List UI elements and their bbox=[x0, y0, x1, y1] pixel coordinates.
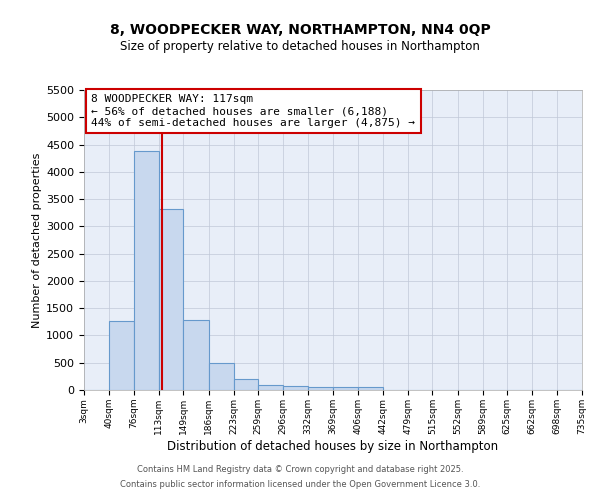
Text: 8, WOODPECKER WAY, NORTHAMPTON, NN4 0QP: 8, WOODPECKER WAY, NORTHAMPTON, NN4 0QP bbox=[110, 22, 490, 36]
Text: Contains public sector information licensed under the Open Government Licence 3.: Contains public sector information licen… bbox=[120, 480, 480, 489]
Bar bbox=[209, 362, 233, 390]
Bar bbox=[233, 378, 258, 390]
Y-axis label: Number of detached properties: Number of detached properties bbox=[32, 152, 42, 328]
Bar bbox=[333, 388, 358, 390]
Bar bbox=[159, 210, 184, 390]
Bar bbox=[283, 386, 308, 390]
Bar bbox=[308, 388, 333, 390]
Text: Size of property relative to detached houses in Northampton: Size of property relative to detached ho… bbox=[120, 40, 480, 53]
Text: 8 WOODPECKER WAY: 117sqm
← 56% of detached houses are smaller (6,188)
44% of sem: 8 WOODPECKER WAY: 117sqm ← 56% of detach… bbox=[91, 94, 415, 128]
Bar bbox=[184, 320, 209, 390]
Bar bbox=[134, 151, 159, 390]
Bar bbox=[358, 388, 383, 390]
Text: Contains HM Land Registry data © Crown copyright and database right 2025.: Contains HM Land Registry data © Crown c… bbox=[137, 465, 463, 474]
X-axis label: Distribution of detached houses by size in Northampton: Distribution of detached houses by size … bbox=[167, 440, 499, 452]
Bar bbox=[258, 384, 283, 390]
Bar bbox=[109, 320, 134, 390]
